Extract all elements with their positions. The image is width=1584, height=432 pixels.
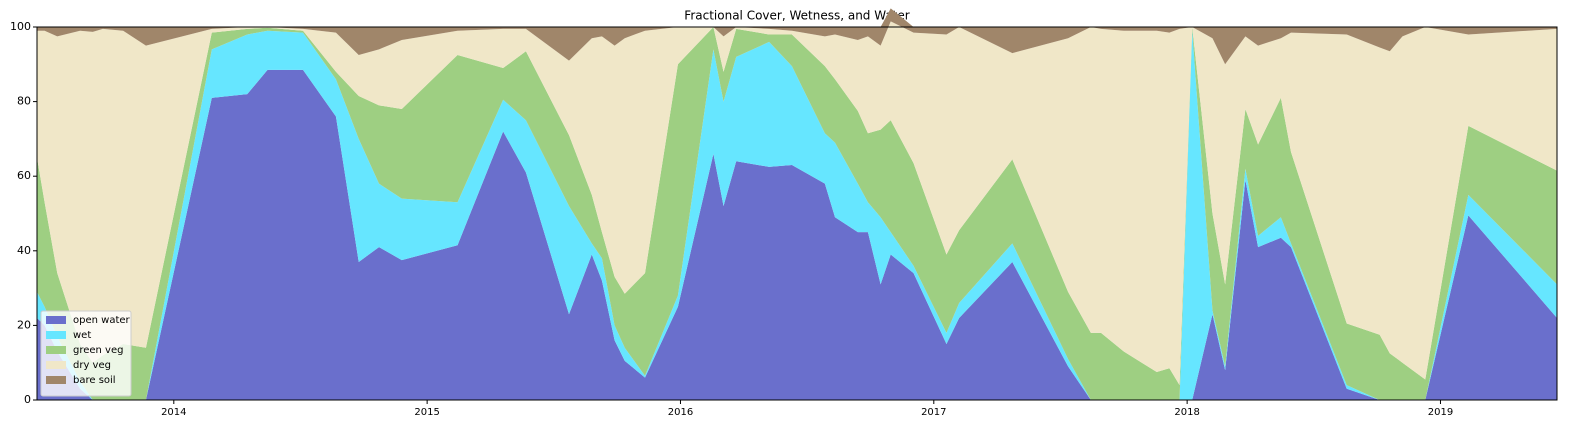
legend-swatch [46,376,66,384]
legend-label: bare soil [73,375,116,386]
area [37,30,1557,400]
x-tick-label: 2016 [668,407,693,418]
legend-label: dry veg [73,360,111,371]
area [37,8,1557,65]
y-tick-label: 20 [17,318,31,331]
x-tick-label: 2014 [161,407,186,418]
legend-swatch [46,331,66,339]
y-tick-label: 0 [24,393,31,406]
legend-swatch [46,361,66,369]
x-tick-label: 2017 [921,407,946,418]
area [37,27,1557,400]
chart-title: Fractional Cover, Wetness, and Water [684,9,909,23]
y-tick-label: 60 [17,169,31,182]
legend-label: green veg [73,345,123,356]
x-tick-label: 2019 [1428,407,1453,418]
legend-swatch [46,316,66,324]
y-tick-label: 80 [17,95,31,108]
plot-frame [36,26,1558,401]
x-tick-label: 2018 [1174,407,1199,418]
y-tick-label: 40 [17,244,31,257]
legend-label: open water [73,315,131,326]
legend-label: wet [73,330,91,341]
y-tick-label: 100 [10,20,31,33]
legend: open water wet green veg dry veg bare soil [40,310,132,397]
x-tick-label: 2015 [414,407,439,418]
area [37,21,1557,386]
area [37,69,1557,400]
legend-swatch [46,346,66,354]
